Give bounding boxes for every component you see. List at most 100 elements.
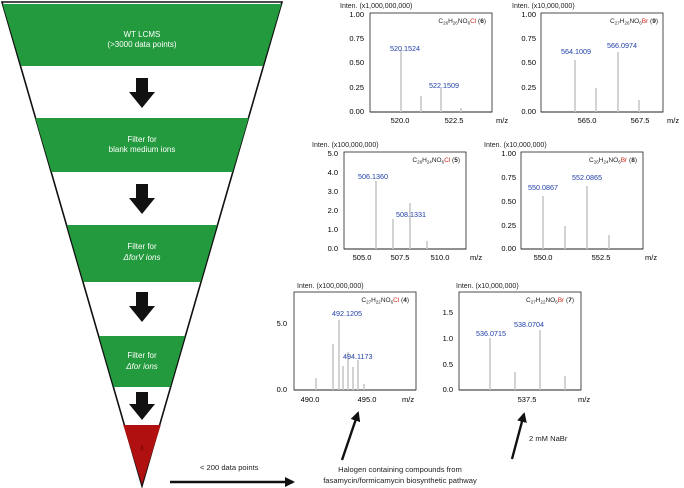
x-tick-label: 567.5 [631, 116, 650, 125]
compound-formula: C26H24NO6Cl (5) [412, 157, 460, 165]
funnel-tip [123, 425, 161, 485]
x-axis-label: m/z [470, 253, 482, 262]
y-tick-label: 0.00 [521, 107, 536, 116]
y-tick-label: 0.25 [501, 221, 516, 230]
plot-frame [369, 12, 493, 113]
funnel-stage-blank-medium [35, 118, 249, 172]
y-tick-label: 1.00 [521, 10, 536, 19]
x-tick-label: 520.0 [391, 116, 410, 125]
x-tick-label: 505.0 [353, 253, 372, 262]
inten-label: Inten. (x1,000,000,000) [340, 3, 412, 10]
plot-frame [343, 151, 467, 250]
y-tick-label: 0.50 [349, 58, 364, 67]
y-tick-label: 1.00 [501, 149, 516, 158]
x-tick-label: 550.0 [534, 253, 553, 262]
stage4-line2: Δfor ions [125, 362, 158, 371]
data-points-label: < 200 data points [200, 463, 259, 472]
y-tick-label: 5.0 [328, 149, 338, 158]
y-tick-label: 1.0 [328, 225, 338, 234]
peak-label: 494.1173 [343, 352, 372, 361]
y-tick-label: 0.25 [349, 83, 364, 92]
stage2-line2: blank medium ions [109, 145, 176, 154]
plot-frame [293, 291, 417, 391]
x-tick-label: 552.5 [592, 253, 611, 262]
plot-frame [520, 151, 644, 250]
compound-formula: C26H26NO6Cl (6) [438, 18, 486, 26]
spectrum-panel-7: Inten. (x10,000,000) 1.5 1.0 0.5 0.0 536… [443, 283, 591, 404]
x-axis-label: m/z [578, 395, 590, 404]
y-tick-label: 0.0 [328, 244, 338, 253]
spectrum-arrow-right [510, 412, 527, 460]
y-tick-label: 5.0 [277, 319, 287, 328]
y-tick-label: 1.00 [349, 10, 364, 19]
peak-label: 538.0704 [514, 320, 544, 329]
down-arrow-4 [129, 392, 155, 420]
y-tick-label: 0.00 [349, 107, 364, 116]
y-tick-label: 1.5 [443, 308, 453, 317]
y-tick-label: 2.0 [328, 206, 338, 215]
x-axis-label: m/z [667, 116, 679, 125]
x-axis-label: m/z [496, 116, 508, 125]
result-line2: fasamycin/formicamycin biosynthetic path… [323, 476, 477, 485]
stage1-line1: WT LCMS [124, 30, 161, 39]
spectrum-panel-4: Inten. (x100,000,000) 5.0 2.5 0.0 492.12… [277, 283, 417, 404]
y-tick-label: 0.5 [443, 360, 453, 369]
peak-label: 550.0867 [528, 183, 558, 192]
spectrum-panel-8: Inten. (x10,000,000) 1.00 0.75 0.50 0.25… [484, 142, 657, 262]
peak-label: 564.1009 [561, 47, 591, 56]
y-tick-label: 0.50 [521, 58, 536, 67]
x-tick-label: 522.5 [445, 116, 464, 125]
stage3-line1: Filter for [127, 242, 157, 251]
y-tick-label: 0.00 [501, 244, 516, 253]
funnel-stage-delta-for [99, 336, 185, 387]
compound-formula: C27H22NO6Cl (4) [361, 297, 409, 305]
x-tick-label: 537.5 [518, 395, 537, 404]
spectrum-arrow-left [340, 411, 361, 461]
spectrum-panel-9: Inten. (x10,000,000) 1.00 0.75 0.50 0.25… [512, 3, 679, 125]
x-tick-label: 495.0 [358, 395, 377, 404]
stage2-line1: Filter for [127, 135, 157, 144]
inten-label: Inten. (x10,000,000) [512, 3, 575, 10]
compound-formula: C27H22NO6Br (7) [526, 297, 574, 305]
peak-label: 520.1524 [390, 44, 420, 53]
y-tick-label: 0.75 [521, 34, 536, 43]
y-tick-label: 0.75 [349, 34, 364, 43]
x-axis-label: m/z [402, 395, 414, 404]
inten-label: Inten. (x10,000,000) [484, 142, 547, 149]
filter-funnel: WT LCMS (>3000 data points) Filter for b… [0, 1, 284, 488]
y-tick-label: 4.0 [328, 168, 338, 177]
funnel-tip-label: 8 [140, 446, 144, 452]
spectrum-panel-6: Inten. (x1,000,000,000) 1.00 0.75 0.50 0… [340, 3, 508, 125]
compound-formula: C27H26NO6Br (9) [610, 18, 658, 26]
x-tick-label: 507.5 [391, 253, 410, 262]
plot-frame [458, 291, 582, 391]
peak-label: 522.1509 [429, 81, 459, 90]
y-tick-label: 1.0 [443, 334, 453, 343]
peak-label: 536.0715 [476, 329, 506, 338]
down-arrow-1 [129, 78, 155, 108]
down-arrow-2 [129, 184, 155, 214]
stage4-line1: Filter for [127, 351, 157, 360]
peak-label: 492.1205 [332, 309, 362, 318]
y-tick-label: 2.5 [277, 352, 287, 361]
y-tick-label: 0.50 [501, 197, 516, 206]
plot-frame [540, 12, 664, 113]
peak-label: 552.0865 [572, 173, 602, 182]
inten-label: Inten. (x10,000,000) [456, 283, 519, 290]
peak-label: 566.0974 [607, 41, 637, 50]
funnel-stage-wt-lcms [2, 4, 282, 66]
x-tick-label: 565.0 [578, 116, 597, 125]
spectrum-panel-5: Inten. (x100,000,000) 5.0 4.0 3.0 2.0 1.… [312, 142, 482, 262]
inten-label: Inten. (x100,000,000) [312, 142, 379, 149]
x-tick-label: 490.0 [301, 395, 320, 404]
down-arrow-3 [129, 292, 155, 322]
x-axis-label: m/z [645, 253, 657, 262]
y-tick-label: 0.0 [277, 385, 287, 394]
peak-label: 508.1331 [396, 210, 426, 219]
stage1-line2: (>3000 data points) [107, 40, 176, 49]
result-line1: Halogen containing compounds from [338, 465, 462, 474]
stage3-line2: ΔforV ions [123, 253, 161, 262]
nabr-label: 2 mM NaBr [529, 434, 568, 443]
peak-label: 506.1360 [358, 172, 388, 181]
